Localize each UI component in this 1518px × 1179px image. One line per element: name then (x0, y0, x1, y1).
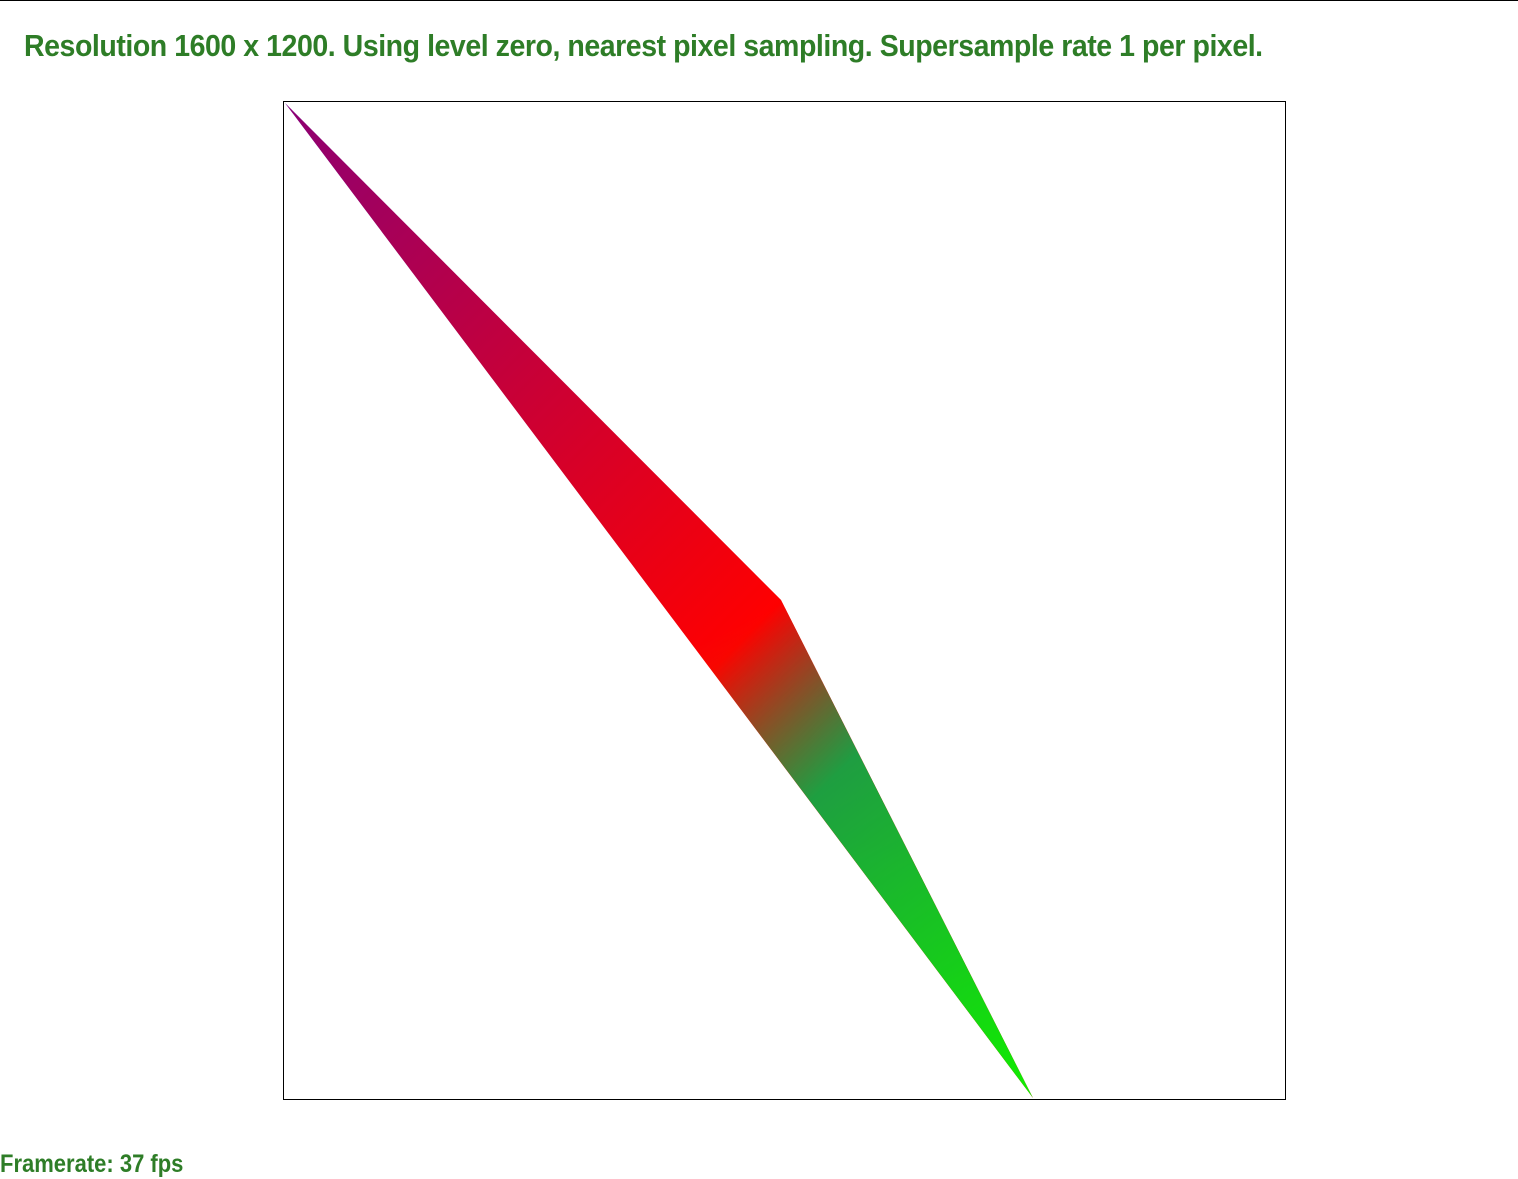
triangle-overlay-blue-green (285, 103, 1033, 1098)
render-viewport[interactable] (283, 101, 1286, 1100)
rasterized-triangle-canvas (285, 103, 1033, 1098)
window-top-border (0, 0, 1518, 1)
render-status-text: Resolution 1600 x 1200. Using level zero… (24, 28, 1263, 63)
framerate-readout: Framerate: 37 fps (0, 1150, 184, 1178)
